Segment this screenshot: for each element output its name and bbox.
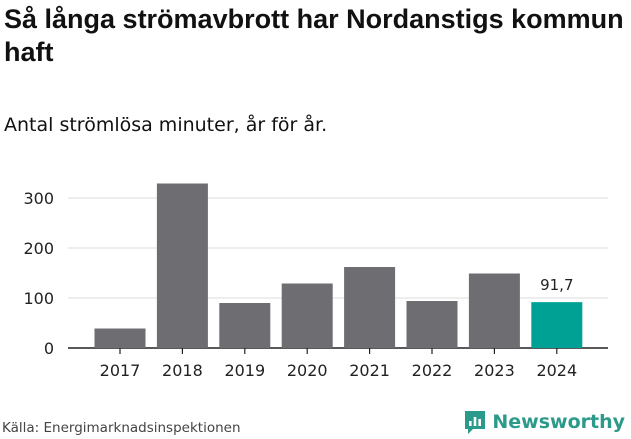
y-tick-label: 100 — [23, 289, 54, 308]
bar-2019 — [219, 303, 271, 348]
x-tick-label: 2023 — [474, 361, 515, 380]
bar-2021 — [344, 267, 396, 348]
y-tick-label: 200 — [23, 239, 54, 258]
x-tick-label: 2022 — [412, 361, 453, 380]
x-tick-label: 2021 — [349, 361, 390, 380]
y-axis-ticks: 0 100 200 300 — [23, 189, 54, 358]
bar-2024 — [531, 302, 583, 348]
source-note: Källa: Energimarknadsinspektionen — [2, 420, 241, 436]
newsworthy-logo-icon — [465, 411, 486, 434]
bar-2017 — [94, 328, 146, 348]
bars — [94, 183, 583, 348]
x-tick-label: 2017 — [100, 361, 141, 380]
chart-subtitle: Antal strömlösa minuter, år för år. — [4, 114, 328, 136]
bar-2022 — [406, 301, 458, 348]
gridlines — [68, 197, 608, 349]
bar-2023 — [468, 273, 520, 348]
x-tick-label: 2019 — [224, 361, 265, 380]
bar-2018 — [156, 183, 208, 348]
x-tick-label: 2018 — [162, 361, 203, 380]
brand-name: Newsworthy — [492, 411, 625, 433]
x-tick-label: 2024 — [536, 361, 577, 380]
y-tick-label: 300 — [23, 189, 54, 208]
data-labels: 91,7 — [540, 276, 573, 294]
y-tick-label: 0 — [44, 339, 54, 358]
brand-logo: Newsworthy — [463, 409, 625, 435]
x-axis-ticks: 2017 2018 2019 2020 2021 2022 2023 2024 — [100, 348, 577, 380]
x-tick-label: 2020 — [287, 361, 328, 380]
data-label-2024: 91,7 — [540, 276, 573, 294]
bar-2020 — [281, 283, 333, 348]
chart-title: Så långa strömavbrott har Nordanstigs ko… — [4, 4, 624, 67]
